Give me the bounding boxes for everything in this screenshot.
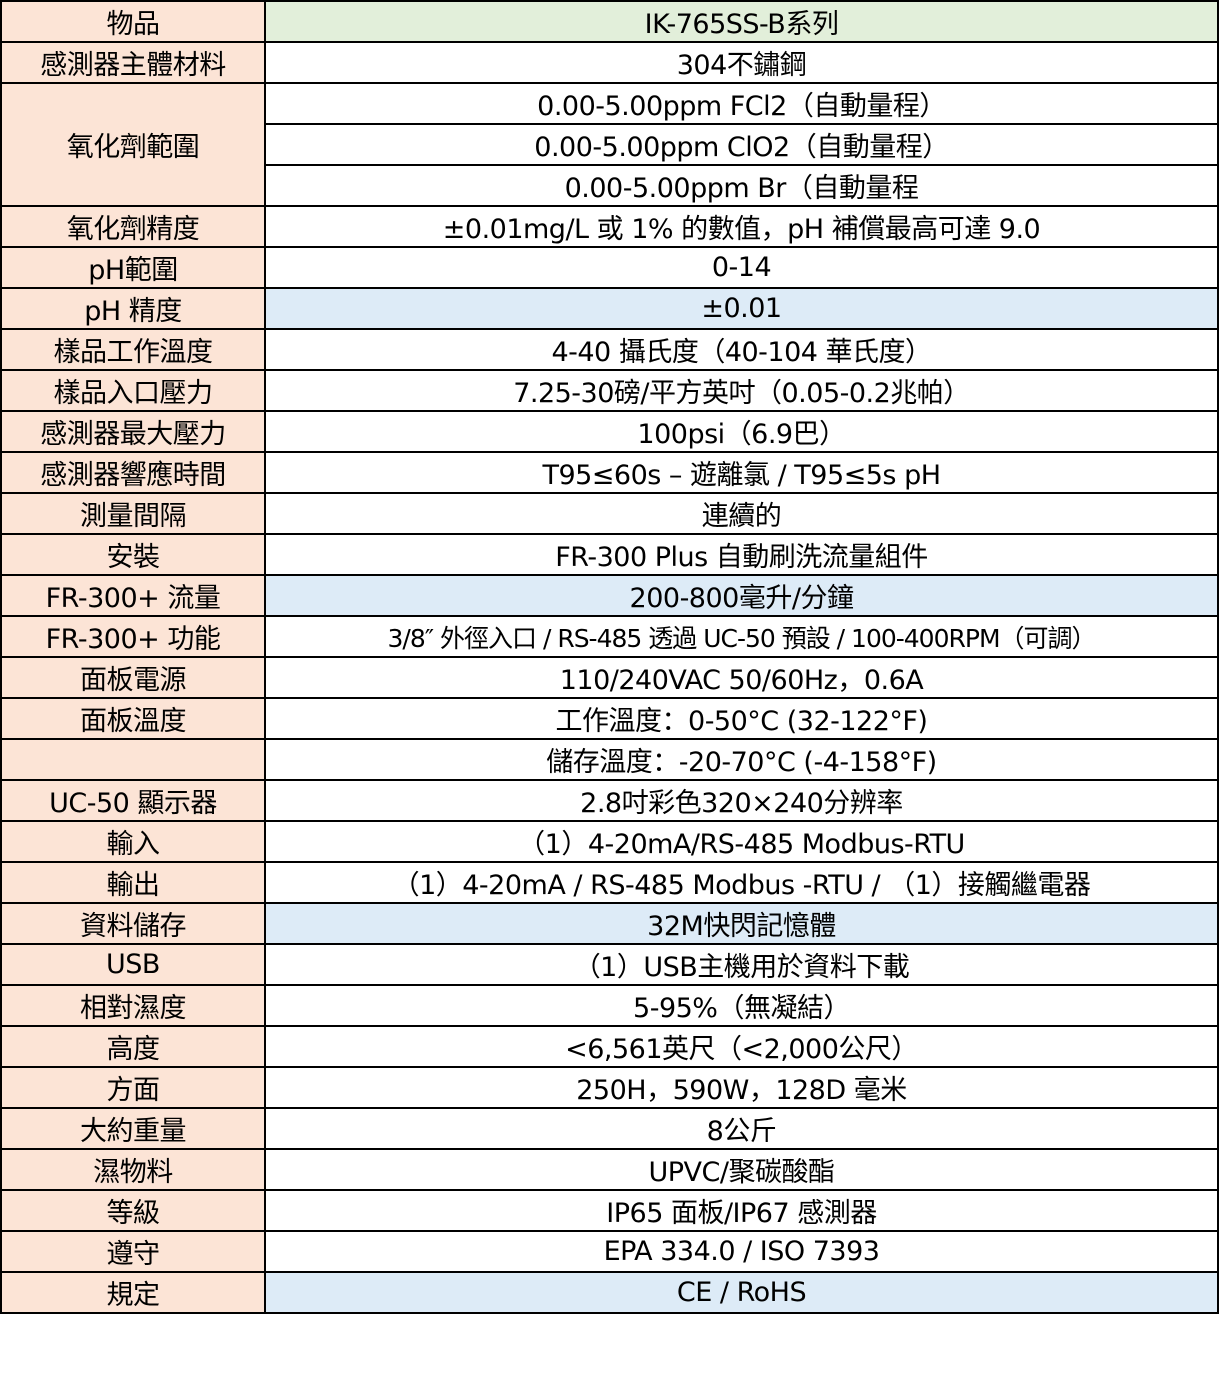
row-value: 200-800毫升/分鐘 xyxy=(264,574,1219,617)
row-label: pH範圍 xyxy=(0,246,266,289)
row-label: 感測器最大壓力 xyxy=(0,410,266,453)
row-value: 5-95%（無凝結） xyxy=(264,984,1219,1027)
row-value: IK-765SS-B系列 xyxy=(264,0,1219,43)
table-row: 方面 250H，590W，128D 毫米 xyxy=(0,1066,1219,1109)
row-value: 7.25-30磅/平方英吋（0.05-0.2兆帕） xyxy=(264,369,1219,412)
row-value: 100psi（6.9巴） xyxy=(264,410,1219,453)
row-label: 物品 xyxy=(0,0,266,43)
table-row: pH範圍 0-14 xyxy=(0,246,1219,289)
table-row: 儲存溫度：-20-70°C (-4-158°F) xyxy=(0,738,1219,781)
row-value: FR-300 Plus 自動刷洗流量組件 xyxy=(264,533,1219,576)
row-label: 大約重量 xyxy=(0,1107,266,1150)
row-label: 樣品入口壓力 xyxy=(0,369,266,412)
row-value: 250H，590W，128D 毫米 xyxy=(264,1066,1219,1109)
row-label: pH 精度 xyxy=(0,287,266,330)
row-value: 8公斤 xyxy=(264,1107,1219,1150)
table-row: 面板溫度 工作溫度：0-50°C (32-122°F) xyxy=(0,697,1219,740)
row-label: 樣品工作溫度 xyxy=(0,328,266,371)
table-row: 測量間隔 連續的 xyxy=(0,492,1219,535)
row-label: 輸出 xyxy=(0,861,266,904)
row-label: 安裝 xyxy=(0,533,266,576)
table-row: 規定 CE / RoHS xyxy=(0,1271,1219,1314)
row-label: 相對濕度 xyxy=(0,984,266,1027)
row-value: T95≤60s – 遊離氯 / T95≤5s pH xyxy=(264,451,1219,494)
row-label: UC-50 顯示器 xyxy=(0,779,266,822)
row-value: IP65 面板/IP67 感測器 xyxy=(264,1189,1219,1232)
row-label: 氧化劑範圍 xyxy=(0,82,266,207)
row-label: FR-300+ 功能 xyxy=(0,615,266,658)
table-row: FR-300+ 功能 3/8″ 外徑入口 / RS-485 透過 UC-50 預設… xyxy=(0,615,1219,658)
row-value: UPVC/聚碳酸酯 xyxy=(264,1148,1219,1191)
table-row: pH 精度 ±0.01 xyxy=(0,287,1219,330)
table-row: 物品 IK-765SS-B系列 xyxy=(0,0,1219,43)
table-row: 感測器最大壓力 100psi（6.9巴） xyxy=(0,410,1219,453)
row-label: 測量間隔 xyxy=(0,492,266,535)
row-value: CE / RoHS xyxy=(264,1271,1219,1314)
table-row: 面板電源 110/240VAC 50/60Hz，0.6A xyxy=(0,656,1219,699)
row-value: 304不鏽鋼 xyxy=(264,41,1219,84)
table-row: UC-50 顯示器 2.8吋彩色320×240分辨率 xyxy=(0,779,1219,822)
row-label: 感測器響應時間 xyxy=(0,451,266,494)
row-value: ±0.01 xyxy=(264,287,1219,330)
row-value: （1）USB主機用於資料下載 xyxy=(264,943,1219,986)
spec-table: 物品 IK-765SS-B系列 感測器主體材料 304不鏽鋼 氧化劑範圍 0.00-5… xyxy=(0,0,1219,1314)
row-value: <6,561英尺（<2,000公尺） xyxy=(264,1025,1219,1068)
table-row: 感測器響應時間 T95≤60s – 遊離氯 / T95≤5s pH xyxy=(0,451,1219,494)
row-value: 2.8吋彩色320×240分辨率 xyxy=(264,779,1219,822)
table-row: FR-300+ 流量 200-800毫升/分鐘 xyxy=(0,574,1219,617)
row-label: USB xyxy=(0,943,266,986)
row-label: 規定 xyxy=(0,1271,266,1314)
row-value: （1）4-20mA / RS-485 Modbus -RTU / （1）接觸繼電… xyxy=(264,861,1219,904)
row-label: 輸入 xyxy=(0,820,266,863)
row-value: 3/8″ 外徑入口 / RS-485 透過 UC-50 預設 / 100-400… xyxy=(264,615,1219,658)
table-row: 濕物料 UPVC/聚碳酸酯 xyxy=(0,1148,1219,1191)
table-row: 氧化劑精度 ±0.01mg/L 或 1% 的數值，pH 補償最高可達 9.0 xyxy=(0,205,1219,248)
row-value: 0.00-5.00ppm Br（自動量程 xyxy=(264,164,1219,207)
row-label: 方面 xyxy=(0,1066,266,1109)
row-label: 遵守 xyxy=(0,1230,266,1273)
row-label: 氧化劑精度 xyxy=(0,205,266,248)
row-value: 4-40 攝氏度（40-104 華氏度） xyxy=(264,328,1219,371)
table-row: 樣品入口壓力 7.25-30磅/平方英吋（0.05-0.2兆帕） xyxy=(0,369,1219,412)
row-label: 高度 xyxy=(0,1025,266,1068)
row-label: FR-300+ 流量 xyxy=(0,574,266,617)
row-value: 0-14 xyxy=(264,246,1219,289)
row-label: 濕物料 xyxy=(0,1148,266,1191)
row-value: ±0.01mg/L 或 1% 的數值，pH 補償最高可達 9.0 xyxy=(264,205,1219,248)
table-row: 遵守 EPA 334.0 / ISO 7393 xyxy=(0,1230,1219,1273)
table-row: 大約重量 8公斤 xyxy=(0,1107,1219,1150)
row-label xyxy=(0,738,266,781)
row-value: EPA 334.0 / ISO 7393 xyxy=(264,1230,1219,1273)
row-value: 連續的 xyxy=(264,492,1219,535)
row-value: 工作溫度：0-50°C (32-122°F) xyxy=(264,697,1219,740)
table-row: 等級 IP65 面板/IP67 感測器 xyxy=(0,1189,1219,1232)
row-value: 110/240VAC 50/60Hz，0.6A xyxy=(264,656,1219,699)
table-row: 樣品工作溫度 4-40 攝氏度（40-104 華氏度） xyxy=(0,328,1219,371)
row-value: 0.00-5.00ppm ClO2（自動量程） xyxy=(264,123,1219,166)
table-row: 0.00-5.00ppm ClO2（自動量程） xyxy=(1,123,1219,166)
table-row: 安裝 FR-300 Plus 自動刷洗流量組件 xyxy=(0,533,1219,576)
row-value: 儲存溫度：-20-70°C (-4-158°F) xyxy=(264,738,1219,781)
table-row: 資料儲存 32M快閃記憶體 xyxy=(0,902,1219,945)
table-row: 感測器主體材料 304不鏽鋼 xyxy=(0,41,1219,84)
row-label: 面板溫度 xyxy=(0,697,266,740)
row-label: 資料儲存 xyxy=(0,902,266,945)
table-row: 氧化劑範圍 0.00-5.00ppm FCl2（自動量程） xyxy=(0,82,1219,207)
row-value: （1）4-20mA/RS-485 Modbus-RTU xyxy=(264,820,1219,863)
row-label: 等級 xyxy=(0,1189,266,1232)
row-label: 面板電源 xyxy=(0,656,266,699)
table-row: 相對濕度 5-95%（無凝結） xyxy=(0,984,1219,1027)
row-label: 感測器主體材料 xyxy=(0,41,266,84)
row-value: 0.00-5.00ppm FCl2（自動量程） xyxy=(264,82,1219,125)
table-row: 0.00-5.00ppm Br（自動量程 xyxy=(1,164,1219,207)
table-row: 輸入 （1）4-20mA/RS-485 Modbus-RTU xyxy=(0,820,1219,863)
table-row: USB （1）USB主機用於資料下載 xyxy=(0,943,1219,986)
table-row: 高度 <6,561英尺（<2,000公尺） xyxy=(0,1025,1219,1068)
row-value: 32M快閃記憶體 xyxy=(264,902,1219,945)
table-row: 輸出 （1）4-20mA / RS-485 Modbus -RTU / （1）接觸… xyxy=(0,861,1219,904)
